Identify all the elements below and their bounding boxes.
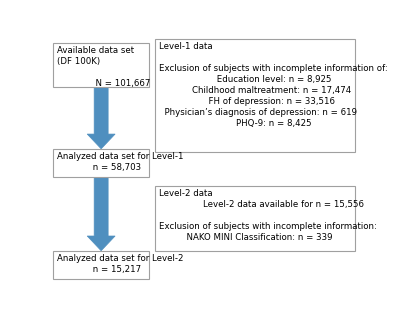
FancyBboxPatch shape xyxy=(155,39,355,152)
Text: Level-1 data

Exclusion of subjects with incomplete information of:
            : Level-1 data Exclusion of subjects with … xyxy=(159,42,388,129)
Text: Available data set
(DF 100K)

              N = 101,667: Available data set (DF 100K) N = 101,667 xyxy=(57,46,150,88)
FancyBboxPatch shape xyxy=(155,186,355,251)
FancyBboxPatch shape xyxy=(53,251,149,279)
FancyBboxPatch shape xyxy=(53,149,149,177)
Text: Analyzed data set for Level-2
             n = 15,217: Analyzed data set for Level-2 n = 15,217 xyxy=(57,254,183,274)
Polygon shape xyxy=(87,177,115,251)
Text: Analyzed data set for Level-1
             n = 58,703: Analyzed data set for Level-1 n = 58,703 xyxy=(57,152,183,172)
Polygon shape xyxy=(87,87,115,149)
Text: Level-2 data
                Level-2 data available for n = 15,556

Exclusion of: Level-2 data Level-2 data available for … xyxy=(159,189,377,242)
FancyBboxPatch shape xyxy=(53,43,149,87)
